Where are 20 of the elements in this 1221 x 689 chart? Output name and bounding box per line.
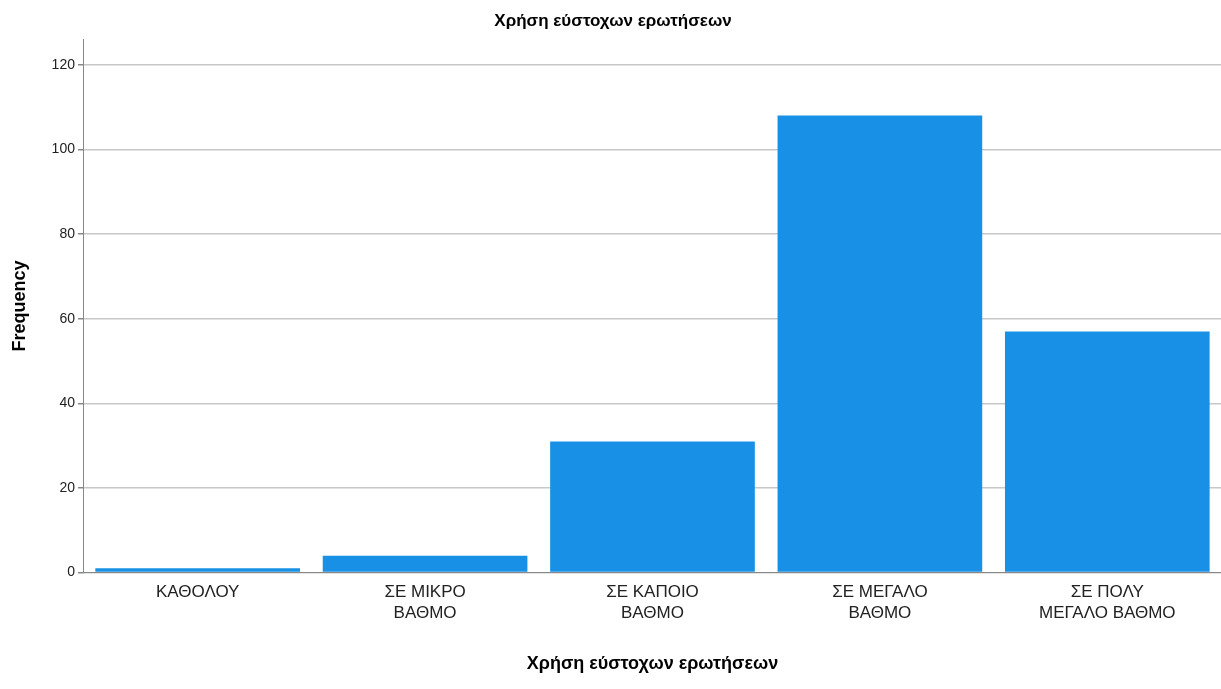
bar xyxy=(550,441,755,572)
y-tick-label: 0 xyxy=(67,563,76,580)
bar xyxy=(95,568,300,572)
x-tick-label: ΚΑΘΟΛΟΥ xyxy=(155,582,240,602)
x-tick-label: ΣΕ ΠΟΛΥ ΜΕΓΑΛΟ ΒΑΘΜΟ xyxy=(1039,582,1176,622)
y-tick-label: 20 xyxy=(59,478,76,495)
x-tick-label: ΣΕ ΜΕΓΑΛΟ ΒΑΘΜΟ xyxy=(832,582,928,622)
bar xyxy=(777,115,983,572)
x-tick-label: ΣΕ ΚΑΠΟΙΟ ΒΑΘΜΟ xyxy=(606,582,699,622)
x-axis-title: Χρήση εύστοχων ερωτήσεων xyxy=(526,653,779,674)
y-tick-label: 120 xyxy=(51,55,76,72)
y-tick-label: 80 xyxy=(59,224,76,241)
y-tick-label: 40 xyxy=(59,394,76,411)
y-tick-label: 100 xyxy=(51,140,76,157)
bar xyxy=(322,555,528,572)
y-tick-label: 60 xyxy=(59,309,76,326)
x-tick-label: ΣΕ ΜΙΚΡΟ ΒΑΘΜΟ xyxy=(384,582,466,622)
bar xyxy=(1004,331,1210,572)
chart-title: Χρήση εύστοχων ερωτήσεων xyxy=(494,10,732,30)
y-axis-title: Frequency xyxy=(8,260,29,352)
